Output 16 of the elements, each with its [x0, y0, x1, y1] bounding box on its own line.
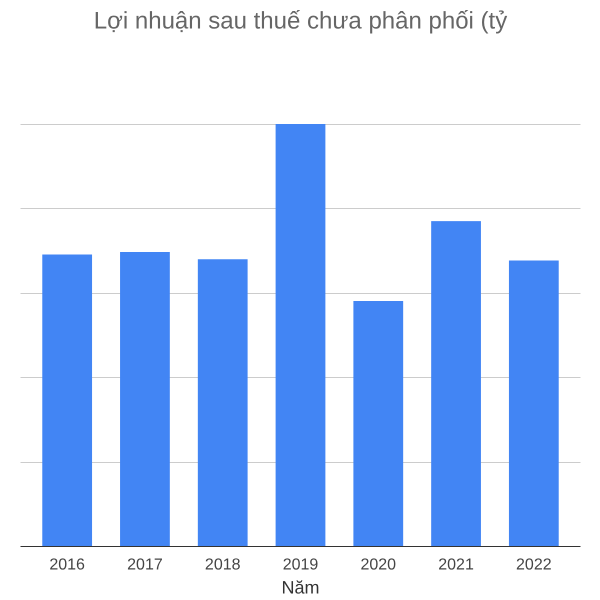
bar	[353, 301, 404, 546]
x-axis-title: Năm	[282, 578, 320, 598]
x-tick-label: 2017	[127, 556, 163, 574]
x-tick-label: 2021	[438, 556, 474, 574]
x-tick-label: 2018	[204, 556, 241, 574]
chart-title: Lợi nhuận sau thuế chưa phân phối (tỷ	[94, 8, 508, 34]
bar	[508, 260, 559, 546]
bar	[120, 252, 170, 546]
bar	[198, 259, 248, 546]
bar	[42, 254, 92, 546]
bar	[431, 221, 481, 546]
x-tick-label: 2020	[360, 556, 396, 574]
x-tick-label: 2016	[49, 556, 86, 574]
x-tick-label: 2019	[282, 556, 318, 574]
x-tick-label: 2022	[516, 556, 552, 574]
bar	[276, 124, 326, 546]
